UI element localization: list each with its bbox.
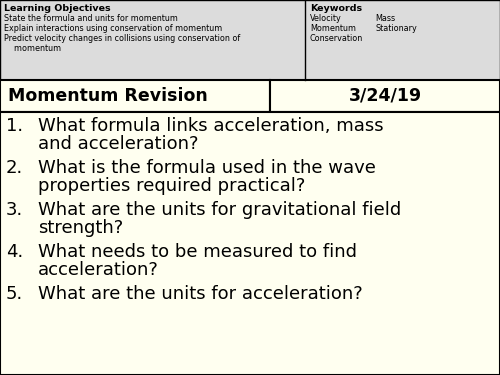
Text: What are the units for gravitational field: What are the units for gravitational fie… [38,201,401,219]
Bar [0,80,270,112]
Text: Momentum Revision: Momentum Revision [8,87,208,105]
Text: 2.: 2. [6,159,23,177]
Text: Stationary: Stationary [375,24,417,33]
Text: Conservation: Conservation [310,34,363,43]
Text: State the formula and units for momentum: State the formula and units for momentum [4,14,178,23]
Text: Momentum: Momentum [310,24,356,33]
Text: 3/24/19: 3/24/19 [348,87,422,105]
Text: Predict velocity changes in collisions using conservation of: Predict velocity changes in collisions u… [4,34,240,43]
Text: and acceleration?: and acceleration? [38,135,198,153]
Text: What is the formula used in the wave: What is the formula used in the wave [38,159,376,177]
Text: Learning Objectives: Learning Objectives [4,4,110,13]
Text: Explain interactions using conservation of momentum: Explain interactions using conservation … [4,24,222,33]
Text: 1.: 1. [6,117,23,135]
Text: acceleration?: acceleration? [38,261,159,279]
Bar [0,0,500,80]
Text: 5.: 5. [6,285,23,303]
Text: momentum: momentum [4,44,61,53]
Text: What are the units for acceleration?: What are the units for acceleration? [38,285,363,303]
Text: 3.: 3. [6,201,23,219]
Bar [0,112,500,375]
Bar [270,80,500,112]
Text: Velocity: Velocity [310,14,342,23]
Text: What needs to be measured to find: What needs to be measured to find [38,243,357,261]
Text: 4.: 4. [6,243,23,261]
Text: strength?: strength? [38,219,123,237]
Text: Mass: Mass [375,14,395,23]
Text: properties required practical?: properties required practical? [38,177,306,195]
Text: Keywords: Keywords [310,4,362,13]
Text: What formula links acceleration, mass: What formula links acceleration, mass [38,117,384,135]
